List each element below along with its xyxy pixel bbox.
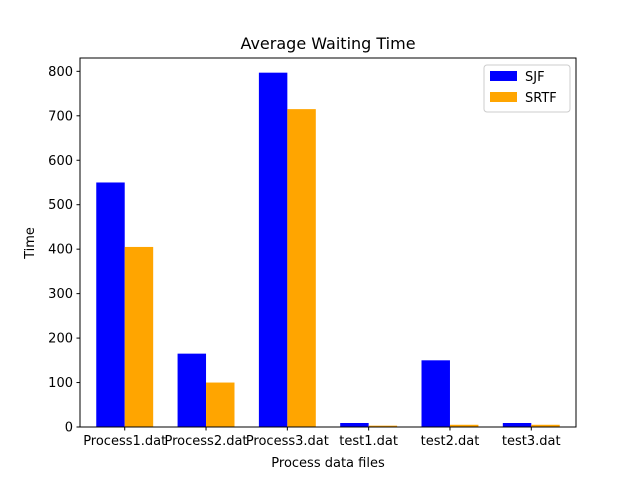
x-axis-label: Process data files (271, 456, 385, 471)
y-tick-label: 400 (48, 243, 73, 258)
legend-label-sjf: SJF (525, 70, 545, 85)
bar-sjf-process2-dat (177, 353, 207, 427)
y-tick-label: 500 (48, 198, 73, 213)
bar-sjf-process3-dat (258, 72, 288, 427)
x-tick-label: test3.dat (502, 434, 561, 449)
x-tick-label: Process2.dat (165, 434, 248, 449)
y-axis-ticks: 0 100 200 300 400 500 600 700 800 (48, 65, 80, 436)
axes-frame (79, 57, 577, 428)
y-tick-label: 800 (48, 65, 73, 80)
bar-srtf-process2-dat (206, 382, 235, 427)
bar-srtf-test1-dat (368, 425, 398, 427)
legend-label-srtf: SRTF (525, 91, 557, 106)
legend-swatch-srtf (490, 92, 517, 102)
y-tick-label: 200 (48, 332, 73, 347)
bar-sjf-test3-dat (502, 422, 532, 427)
y-tick-label: 600 (48, 154, 73, 169)
bar-srtf-test3-dat (531, 424, 560, 427)
x-tick-label: Process3.dat (246, 434, 329, 449)
x-tick-label: test2.dat (421, 434, 480, 449)
legend: SJF SRTF (483, 64, 571, 113)
x-tick-label: Process1.dat (83, 434, 166, 449)
bar-srtf-process3-dat (287, 109, 316, 428)
bar-sjf-test1-dat (340, 422, 369, 427)
legend-swatch-sjf (490, 71, 517, 81)
y-axis-label: Time (23, 227, 38, 260)
y-tick-label: 300 (48, 287, 73, 302)
bar-srtf-process1-dat (124, 246, 154, 427)
bar-srtf-test2-dat (449, 424, 479, 427)
y-tick-label: 100 (48, 376, 73, 391)
chart-title: Average Waiting Time (240, 34, 415, 53)
x-tick-label: test1.dat (339, 434, 398, 449)
y-tick-label: 700 (48, 109, 73, 124)
bar-sjf-process1-dat (96, 182, 125, 427)
y-tick-label: 0 (65, 421, 73, 436)
bars-layer (96, 72, 560, 428)
bar-sjf-test2-dat (421, 360, 450, 427)
